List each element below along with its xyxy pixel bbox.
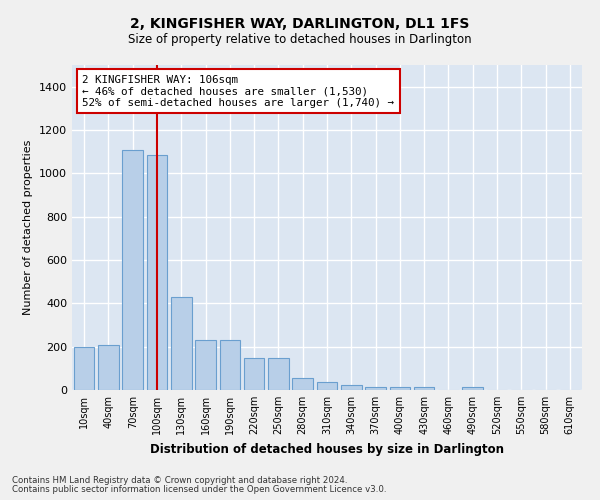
Y-axis label: Number of detached properties: Number of detached properties <box>23 140 34 315</box>
Bar <box>98 344 119 390</box>
Bar <box>122 150 143 390</box>
Text: Contains HM Land Registry data © Crown copyright and database right 2024.: Contains HM Land Registry data © Crown c… <box>12 476 347 485</box>
Text: Contains public sector information licensed under the Open Government Licence v3: Contains public sector information licen… <box>12 485 386 494</box>
Bar <box>463 388 483 390</box>
Bar <box>317 382 337 390</box>
Bar <box>292 378 313 390</box>
Bar <box>244 358 265 390</box>
Bar <box>195 340 216 390</box>
Bar <box>146 155 167 390</box>
Bar <box>220 340 240 390</box>
Text: 2 KINGFISHER WAY: 106sqm
← 46% of detached houses are smaller (1,530)
52% of sem: 2 KINGFISHER WAY: 106sqm ← 46% of detach… <box>82 74 394 108</box>
Text: Size of property relative to detached houses in Darlington: Size of property relative to detached ho… <box>128 32 472 46</box>
Bar <box>365 388 386 390</box>
Bar <box>171 297 191 390</box>
Bar <box>268 358 289 390</box>
Text: 2, KINGFISHER WAY, DARLINGTON, DL1 1FS: 2, KINGFISHER WAY, DARLINGTON, DL1 1FS <box>130 18 470 32</box>
Bar <box>389 387 410 390</box>
Bar <box>341 384 362 390</box>
X-axis label: Distribution of detached houses by size in Darlington: Distribution of detached houses by size … <box>150 442 504 456</box>
Bar <box>74 346 94 390</box>
Bar <box>414 387 434 390</box>
